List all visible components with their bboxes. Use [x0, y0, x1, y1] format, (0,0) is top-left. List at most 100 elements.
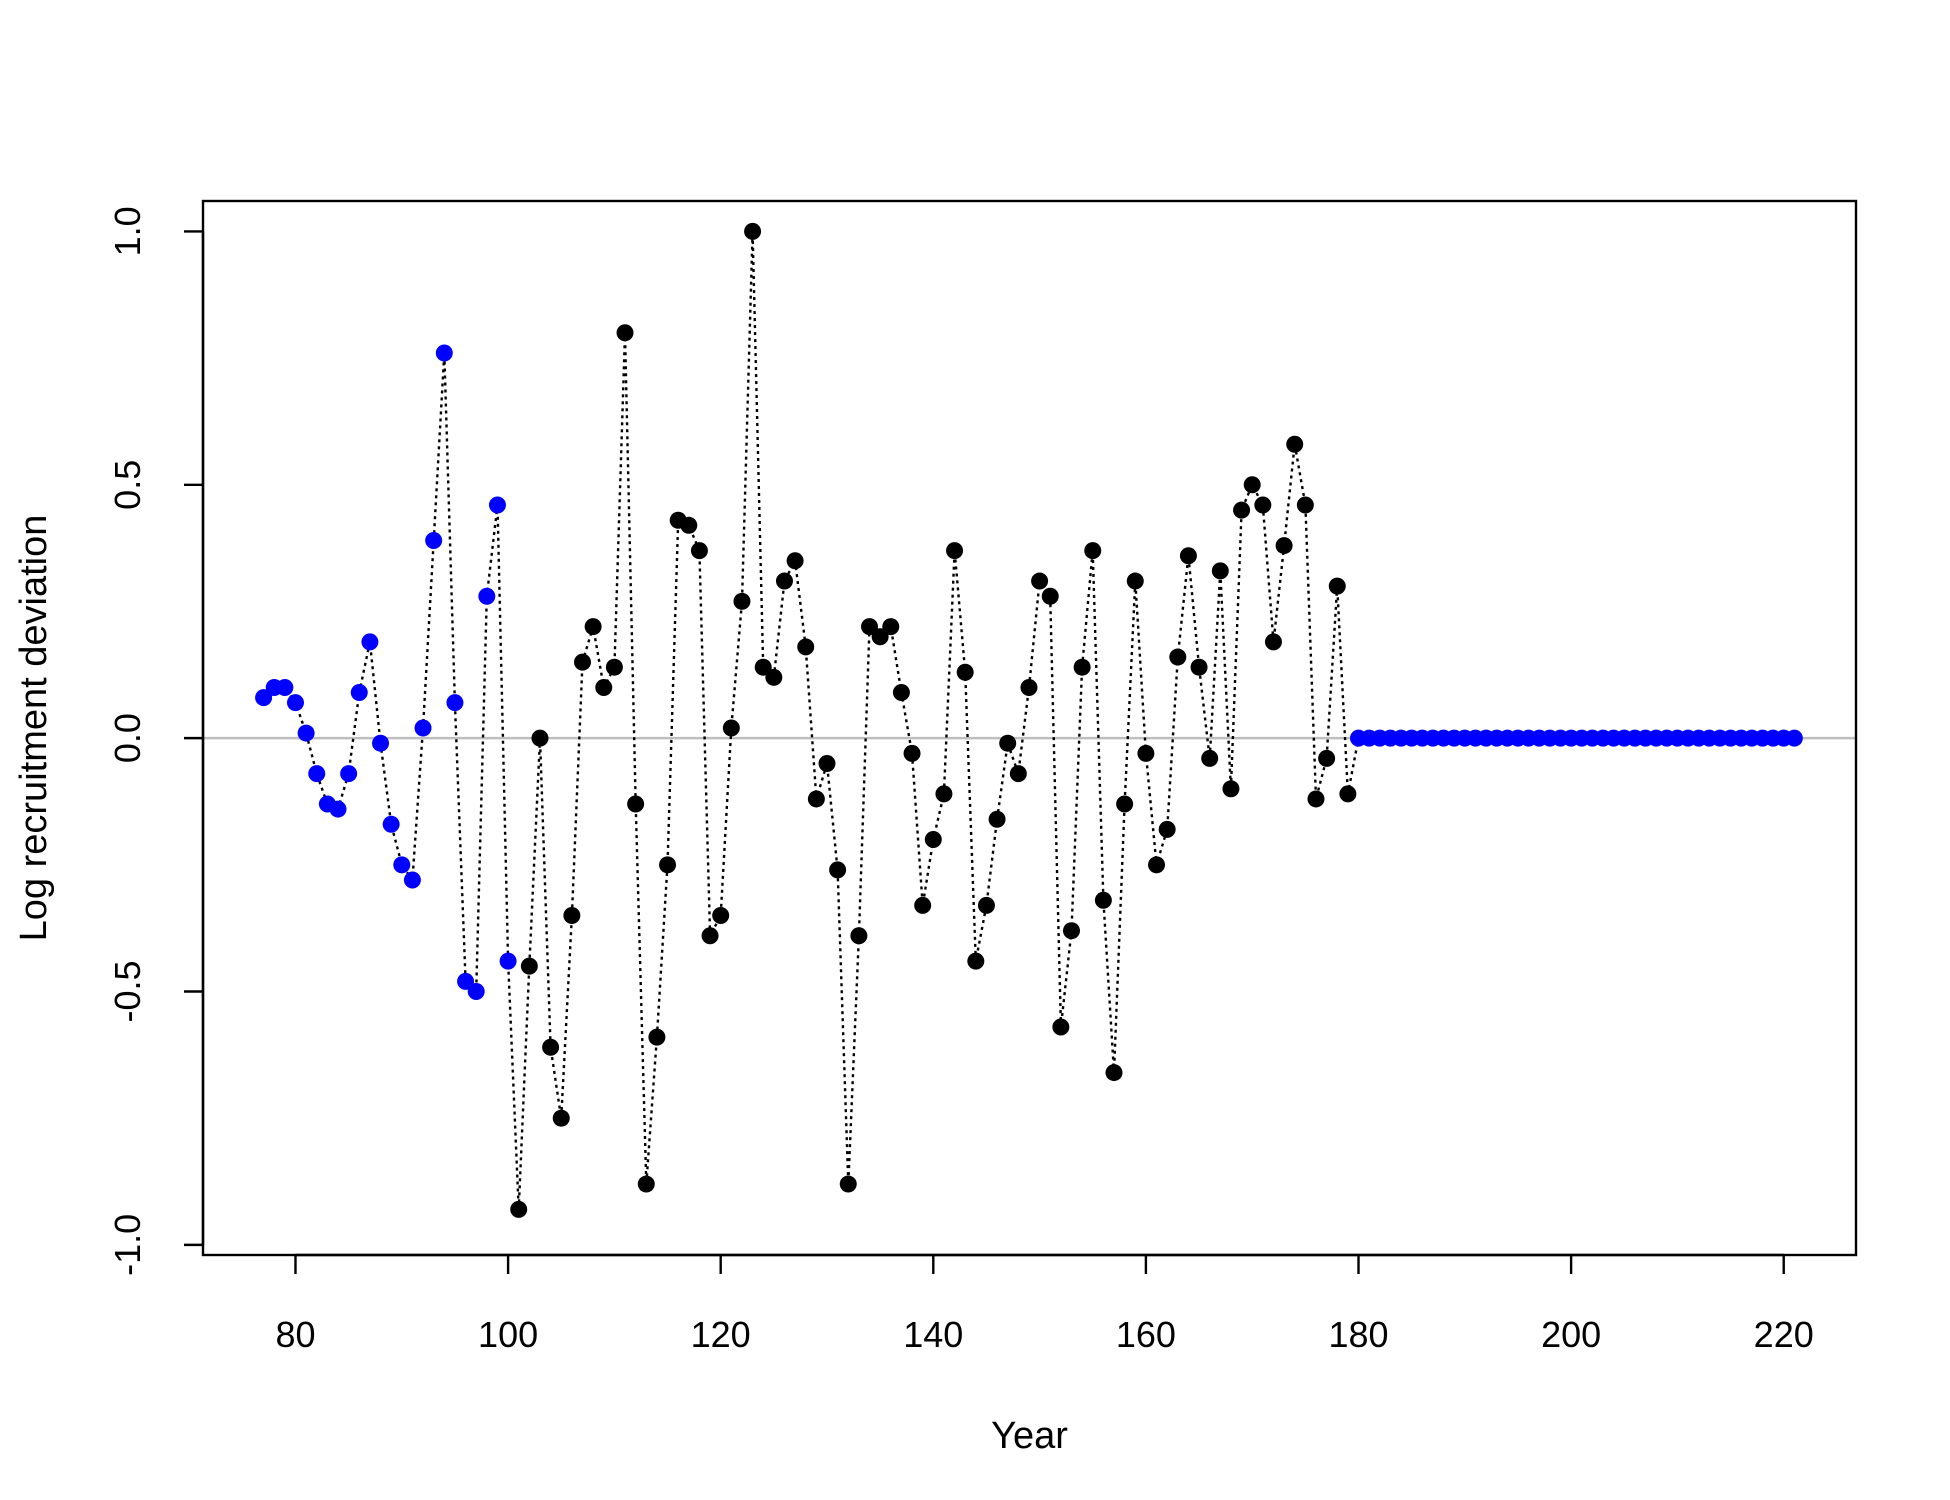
- data-point: [329, 800, 347, 818]
- data-point: [1052, 1018, 1070, 1036]
- data-point: [552, 1109, 570, 1127]
- x-tick-label: 80: [275, 1314, 315, 1355]
- x-axis-title: Year: [991, 1415, 1068, 1457]
- data-point: [1094, 891, 1112, 909]
- data-point: [712, 906, 730, 924]
- x-tick-label: 160: [1116, 1314, 1176, 1355]
- data-point: [308, 765, 326, 783]
- data-point: [786, 552, 804, 570]
- data-point: [393, 856, 411, 874]
- data-point: [637, 1175, 655, 1193]
- data-point: [946, 542, 964, 560]
- data-point: [775, 572, 793, 590]
- data-point: [1105, 1064, 1123, 1082]
- data-point: [1084, 542, 1102, 560]
- data-point: [510, 1200, 528, 1218]
- x-tick-label: 120: [691, 1314, 751, 1355]
- data-point: [935, 785, 953, 803]
- data-point: [701, 927, 719, 945]
- data-point: [1020, 678, 1038, 696]
- data-point: [467, 983, 485, 1000]
- data-point: [286, 694, 304, 712]
- data-point: [744, 222, 762, 240]
- y-tick-label: 0.5: [107, 460, 148, 510]
- data-point: [850, 927, 868, 945]
- data-point: [446, 694, 464, 712]
- data-point: [1190, 658, 1208, 676]
- data-point: [722, 719, 740, 737]
- data-point: [297, 724, 315, 742]
- data-point: [967, 952, 985, 970]
- data-point: [680, 516, 698, 534]
- data-point: [1073, 658, 1091, 676]
- data-point: [839, 1175, 857, 1193]
- data-point: [648, 1028, 666, 1046]
- data-point: [659, 856, 677, 874]
- data-point: [499, 952, 517, 970]
- data-point: [765, 668, 783, 686]
- data-point: [542, 1038, 560, 1056]
- data-point: [627, 795, 645, 813]
- x-tick-label: 220: [1754, 1314, 1814, 1355]
- data-point: [1296, 496, 1314, 514]
- data-point: [988, 810, 1006, 828]
- data-point: [1031, 572, 1049, 590]
- data-point: [605, 658, 623, 676]
- data-point: [1222, 780, 1240, 798]
- data-point: [361, 633, 379, 651]
- y-axis: -1.0 -0.5 0.0 0.5 1.0: [107, 206, 205, 1276]
- data-point: [1126, 572, 1144, 590]
- data-point: [616, 324, 634, 342]
- data-point: [1211, 562, 1229, 580]
- data-point: [914, 896, 932, 914]
- y-axis-title: Log recruitment deviation: [13, 515, 55, 942]
- data-point: [478, 587, 496, 605]
- data-point: [1307, 790, 1325, 808]
- data-point: [807, 790, 825, 808]
- x-axis: 80 100 120 140 160 180 200 220: [275, 1253, 1814, 1355]
- data-point: [1137, 744, 1155, 762]
- data-point: [372, 734, 390, 752]
- data-point: [414, 719, 432, 737]
- data-points: [255, 222, 1803, 1218]
- x-tick-label: 140: [903, 1314, 963, 1355]
- data-point: [425, 532, 443, 550]
- data-point: [403, 871, 421, 889]
- data-point: [1785, 729, 1803, 747]
- data-point: [382, 815, 400, 833]
- y-tick-label: 1.0: [107, 206, 148, 256]
- x-tick-label: 180: [1328, 1314, 1388, 1355]
- data-point: [1169, 648, 1187, 666]
- data-point: [520, 957, 538, 975]
- data-point: [1062, 922, 1080, 940]
- data-point: [340, 765, 358, 783]
- data-point: [350, 684, 368, 702]
- y-tick-label: 0.0: [107, 713, 148, 763]
- data-point: [1286, 435, 1304, 453]
- data-point: [1233, 501, 1251, 519]
- data-point: [829, 861, 847, 879]
- data-point: [733, 592, 751, 610]
- data-point: [595, 678, 613, 696]
- data-point: [563, 906, 581, 924]
- data-point: [956, 663, 974, 681]
- data-point: [531, 729, 549, 747]
- data-point: [1339, 785, 1357, 803]
- data-point: [1158, 820, 1176, 838]
- data-point: [1148, 856, 1166, 874]
- data-point: [1318, 749, 1336, 767]
- data-point: [892, 684, 910, 702]
- y-tick-label: -1.0: [107, 1214, 148, 1276]
- data-point: [1264, 633, 1282, 651]
- x-tick-label: 200: [1541, 1314, 1601, 1355]
- data-point: [573, 653, 591, 671]
- data-point: [861, 618, 879, 636]
- data-point: [977, 896, 995, 914]
- data-point: [1179, 547, 1197, 565]
- data-point: [690, 542, 708, 560]
- data-point: [818, 754, 836, 772]
- data-point: [1116, 795, 1134, 813]
- data-point: [1041, 587, 1059, 605]
